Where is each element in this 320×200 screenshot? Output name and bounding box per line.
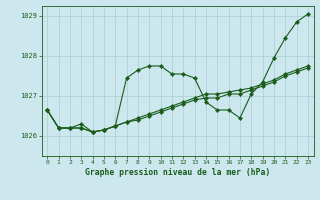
X-axis label: Graphe pression niveau de la mer (hPa): Graphe pression niveau de la mer (hPa)	[85, 168, 270, 177]
